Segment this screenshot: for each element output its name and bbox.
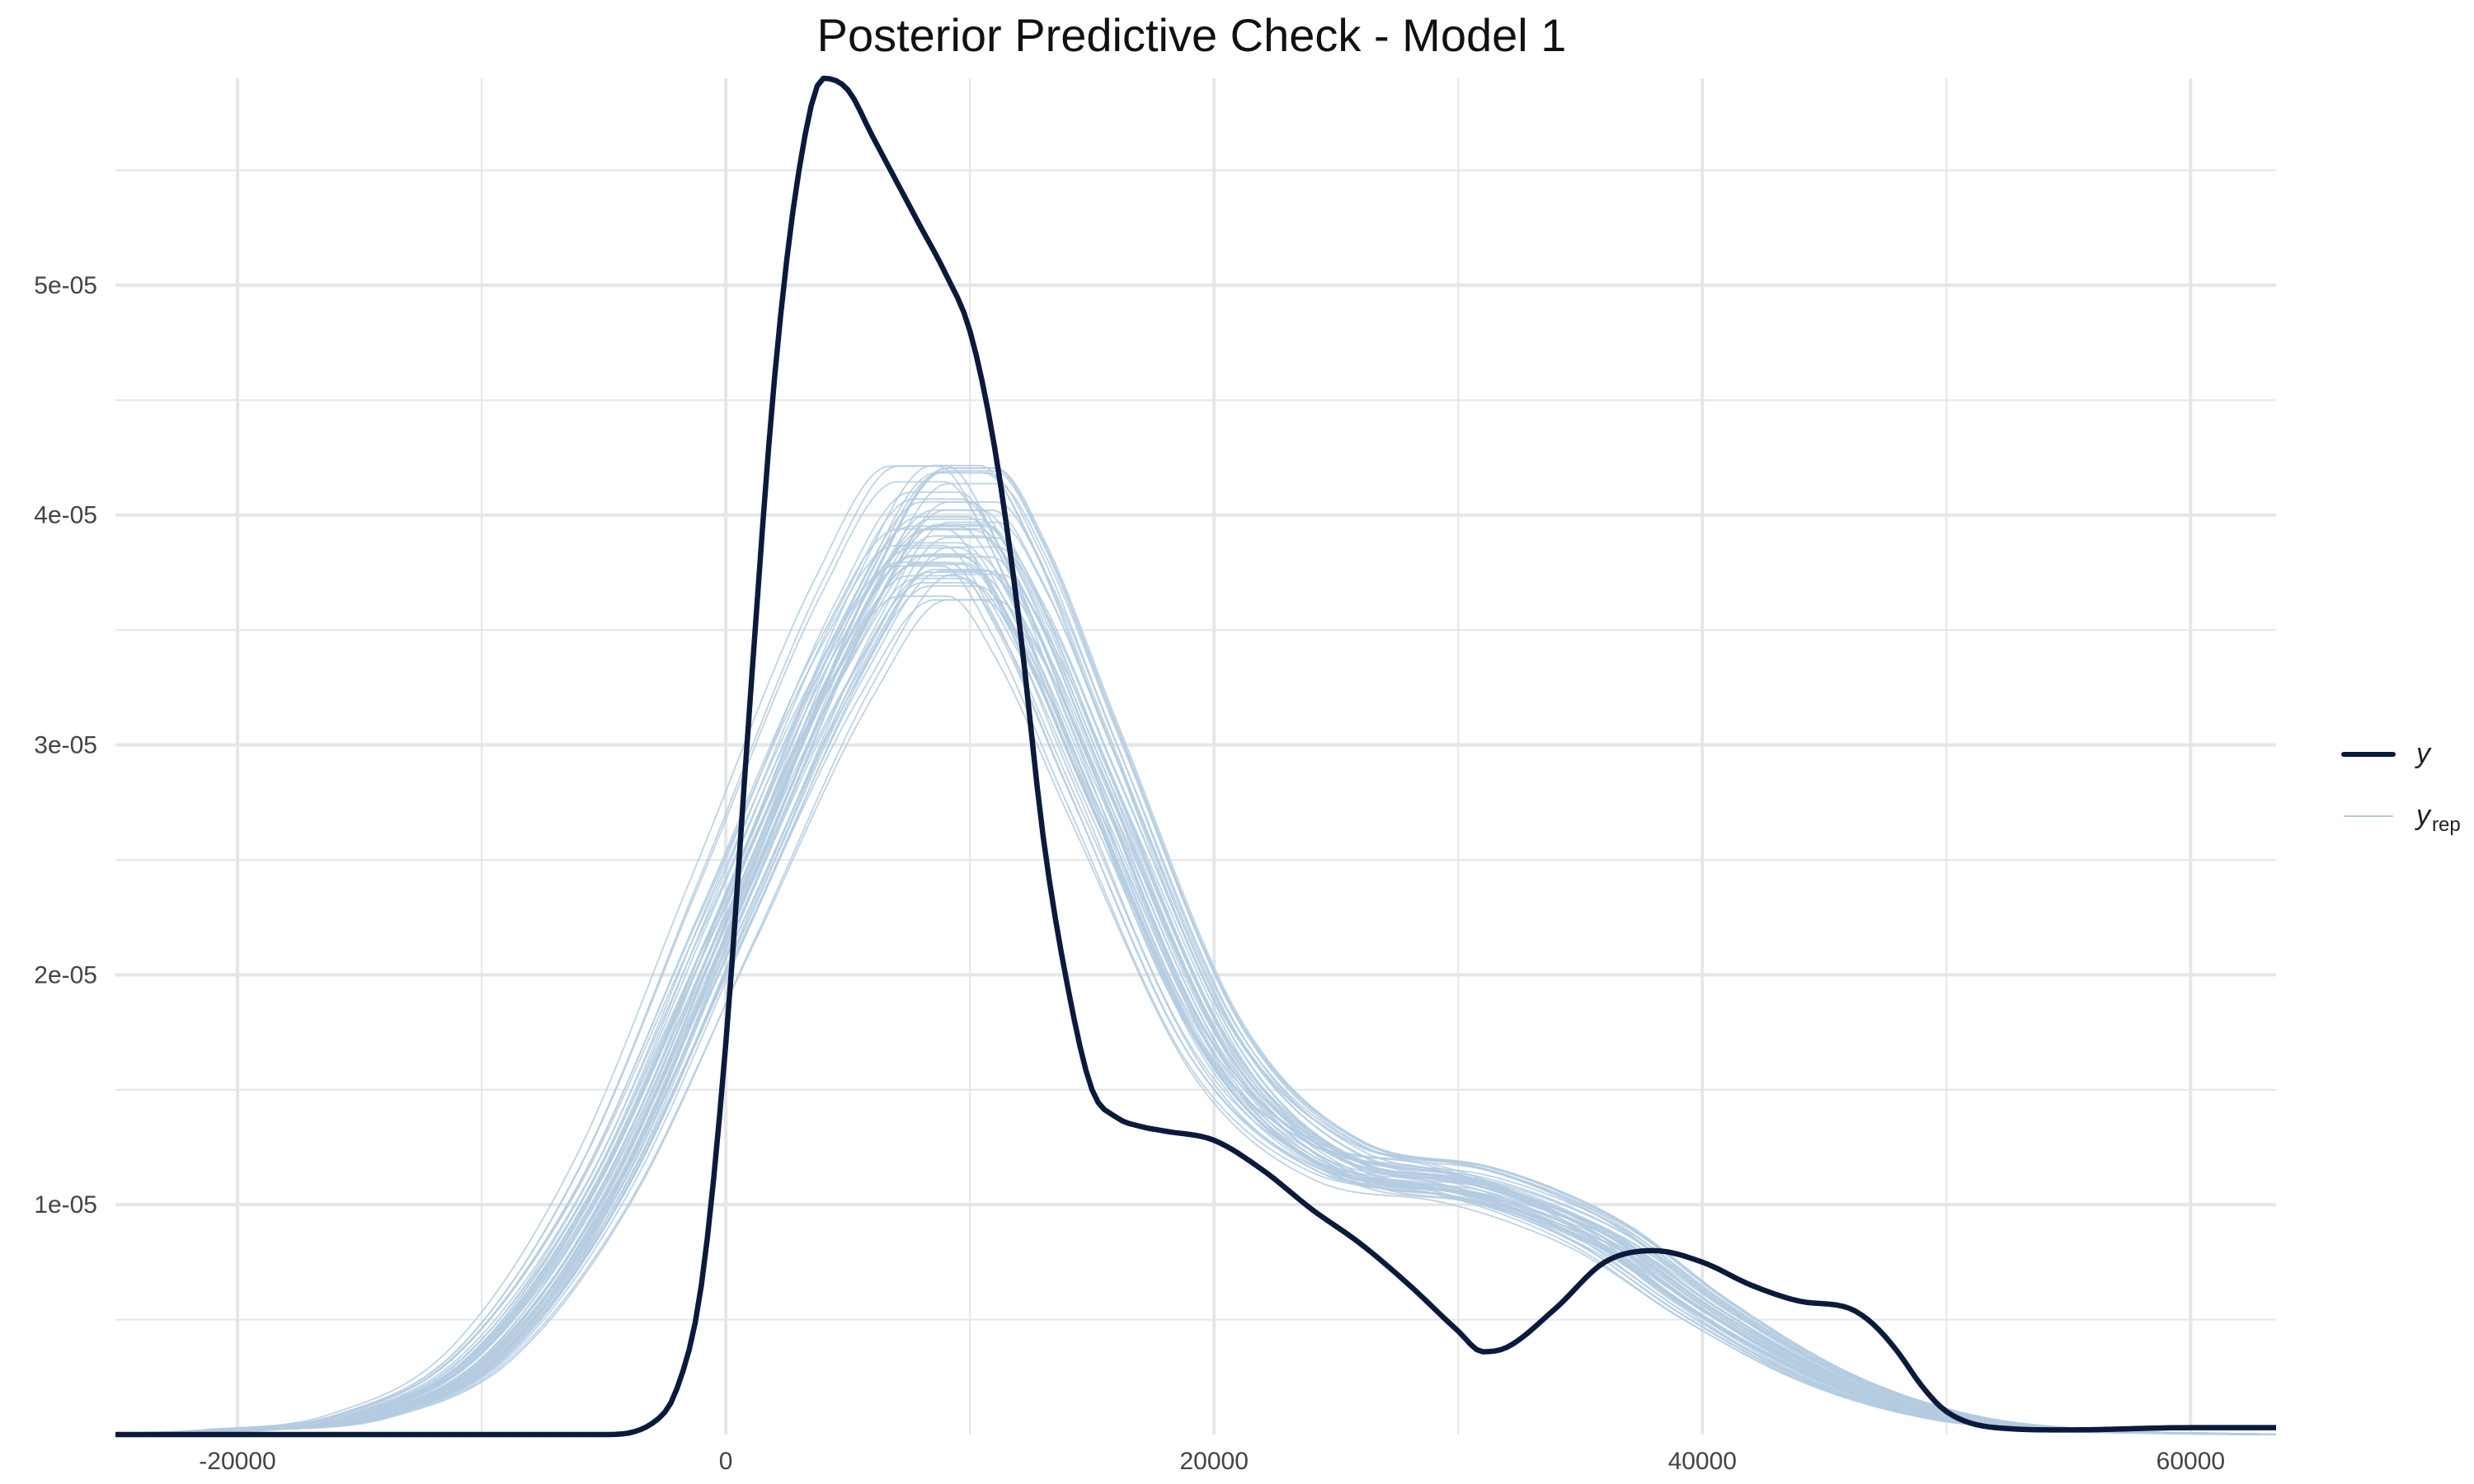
yrep-draw-line	[115, 573, 2277, 1435]
yrep-draw-line	[115, 467, 2277, 1435]
y-tick-label: 4e-05	[34, 502, 97, 529]
yrep-draw-line	[115, 571, 2277, 1435]
y-axis-ticks: 1e-05 2e-05 3e-05 4e-05 5e-05	[34, 272, 97, 1219]
yrep-draw-line	[115, 510, 2277, 1435]
y-observed-line	[115, 75, 2276, 1438]
yrep-draw-line	[115, 537, 2276, 1435]
y-tick-label: 1e-05	[34, 1191, 97, 1219]
yrep-draw-line	[115, 568, 2277, 1435]
yrep-series-group	[115, 464, 2277, 1435]
grid	[115, 78, 2276, 1435]
x-tick-label: 40000	[1668, 1448, 1737, 1475]
yrep-draw-line	[115, 585, 2277, 1435]
x-axis-ticks: -20000 0 20000 40000 60000	[199, 1448, 2225, 1475]
yrep-draw-line	[115, 595, 2276, 1435]
chart-title: Posterior Predictive Check - Model 1	[817, 9, 1567, 61]
y-tick-label: 5e-05	[34, 272, 97, 299]
yrep-draw-line	[115, 465, 2276, 1435]
x-tick-label: 0	[719, 1448, 733, 1475]
yrep-draw-line	[115, 570, 2277, 1435]
y-series-group	[115, 75, 2276, 1438]
y-tick-label: 2e-05	[34, 961, 97, 989]
yrep-draw-line	[115, 481, 2276, 1435]
legend: y yrep	[2341, 738, 2461, 836]
yrep-draw-line	[115, 515, 2277, 1435]
yrep-draw-line	[115, 581, 2277, 1435]
yrep-draw-line	[115, 509, 2277, 1435]
yrep-draw-line	[115, 498, 2276, 1435]
legend-y-label: y	[2415, 738, 2432, 769]
x-tick-label: 60000	[2157, 1448, 2225, 1475]
yrep-draw-line	[115, 547, 2276, 1435]
legend-yrep-label: yrep	[2415, 800, 2461, 836]
yrep-draw-line	[115, 464, 2277, 1435]
y-tick-label: 3e-05	[34, 732, 97, 759]
x-tick-label: -20000	[199, 1448, 275, 1475]
yrep-draw-line	[115, 535, 2277, 1435]
x-tick-label: 20000	[1179, 1448, 1248, 1475]
